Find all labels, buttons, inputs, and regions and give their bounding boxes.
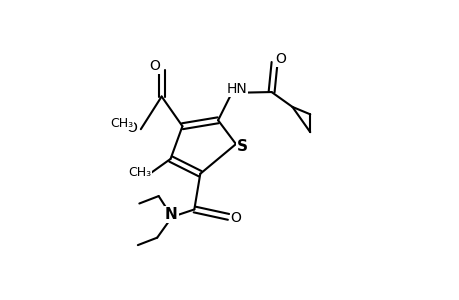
Text: CH₃: CH₃	[128, 167, 151, 179]
Text: CH₃: CH₃	[110, 117, 133, 130]
Text: O: O	[275, 52, 286, 66]
Text: S: S	[236, 139, 247, 154]
Text: N: N	[165, 207, 178, 222]
Text: O: O	[126, 121, 137, 135]
Text: HN: HN	[226, 82, 246, 96]
Text: O: O	[230, 212, 241, 225]
Text: O: O	[149, 59, 160, 73]
